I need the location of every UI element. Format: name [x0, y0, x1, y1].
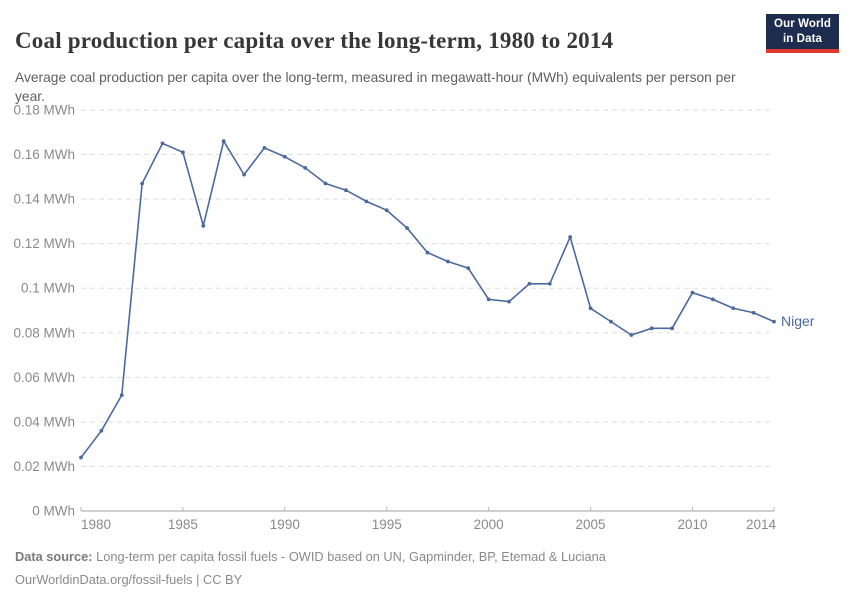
data-point-marker [242, 172, 246, 177]
y-axis-tick-label: 0.08 MWh [13, 325, 75, 340]
x-axis-tick-label: 1990 [270, 517, 300, 532]
data-point-marker [547, 281, 552, 286]
data-point-marker [201, 223, 206, 228]
owid-logo: Our World in Data [766, 14, 839, 53]
data-point-marker [181, 150, 185, 155]
data-point-marker [221, 139, 226, 144]
data-point-marker [364, 199, 369, 204]
line-series-niger [80, 140, 775, 459]
data-point-marker [405, 226, 410, 230]
data-point-marker [99, 428, 104, 433]
data-point-marker [629, 333, 634, 337]
x-axis-tick-label: 1980 [81, 517, 111, 532]
data-source-label: Data source: [15, 549, 93, 564]
data-point-marker [425, 250, 430, 255]
data-source-line: Data source: Long-term per capita fossil… [15, 546, 815, 569]
y-axis-tick-label: 0.18 MWh [13, 103, 75, 118]
x-axis-tick-label: 1995 [372, 517, 402, 532]
y-axis-tick-label: 0.1 MWh [21, 281, 75, 296]
data-point-marker [384, 208, 389, 213]
data-point-marker [119, 393, 124, 398]
data-point-marker [670, 326, 674, 331]
series-label-niger: Niger [781, 313, 815, 329]
x-axis-tick-label: 2005 [576, 517, 606, 532]
license-line: OurWorldinData.org/fossil-fuels | CC BY [15, 571, 243, 587]
x-axis-tick-label: 2010 [677, 517, 707, 532]
y-axis-tick-label: 0.14 MWh [13, 192, 75, 207]
y-axis-tick-label: 0.12 MWh [13, 236, 75, 251]
data-point-marker [282, 154, 287, 159]
y-axis-tick-label: 0 MWh [32, 504, 75, 519]
data-point-marker [649, 326, 654, 331]
data-point-marker [507, 299, 511, 304]
owid-logo-line2: in Data [782, 32, 823, 45]
y-axis-tick-label: 0.06 MWh [13, 370, 75, 385]
data-point-marker [568, 235, 573, 239]
chart-subtitle: Average coal production per capita over … [15, 69, 736, 105]
data-point-marker [344, 188, 348, 193]
data-point-marker [710, 297, 715, 302]
chart-title: Coal production per capita over the long… [15, 28, 614, 54]
y-axis-tick-label: 0.04 MWh [13, 414, 75, 429]
data-point-marker [323, 181, 328, 186]
chart-footer: Data source: Long-term per capita fossil… [15, 546, 815, 592]
data-point-marker [445, 259, 450, 264]
data-point-marker [160, 141, 165, 146]
data-point-marker [486, 297, 491, 302]
y-axis-tick-label: 0.02 MWh [13, 459, 75, 474]
data-point-marker [79, 455, 83, 460]
data-point-marker [690, 290, 695, 295]
x-axis-tick-label: 2014 [746, 517, 777, 532]
data-point-marker [751, 310, 756, 315]
data-point-marker [262, 145, 267, 150]
owid-logo-line1: Our World [774, 18, 831, 31]
data-point-marker [527, 281, 532, 286]
x-axis-tick-label: 1985 [168, 517, 198, 532]
data-point-marker [609, 319, 613, 324]
x-axis-tick-label: 2000 [474, 517, 504, 532]
data-point-marker [731, 306, 736, 311]
data-point-marker [140, 181, 145, 186]
data-point-marker [772, 319, 776, 324]
data-point-marker [303, 166, 308, 170]
data-source-text: Long-term per capita fossil fuels - OWID… [92, 549, 606, 564]
y-axis-tick-label: 0.16 MWh [13, 147, 75, 162]
data-point-marker [466, 266, 471, 271]
data-point-marker [588, 306, 593, 311]
